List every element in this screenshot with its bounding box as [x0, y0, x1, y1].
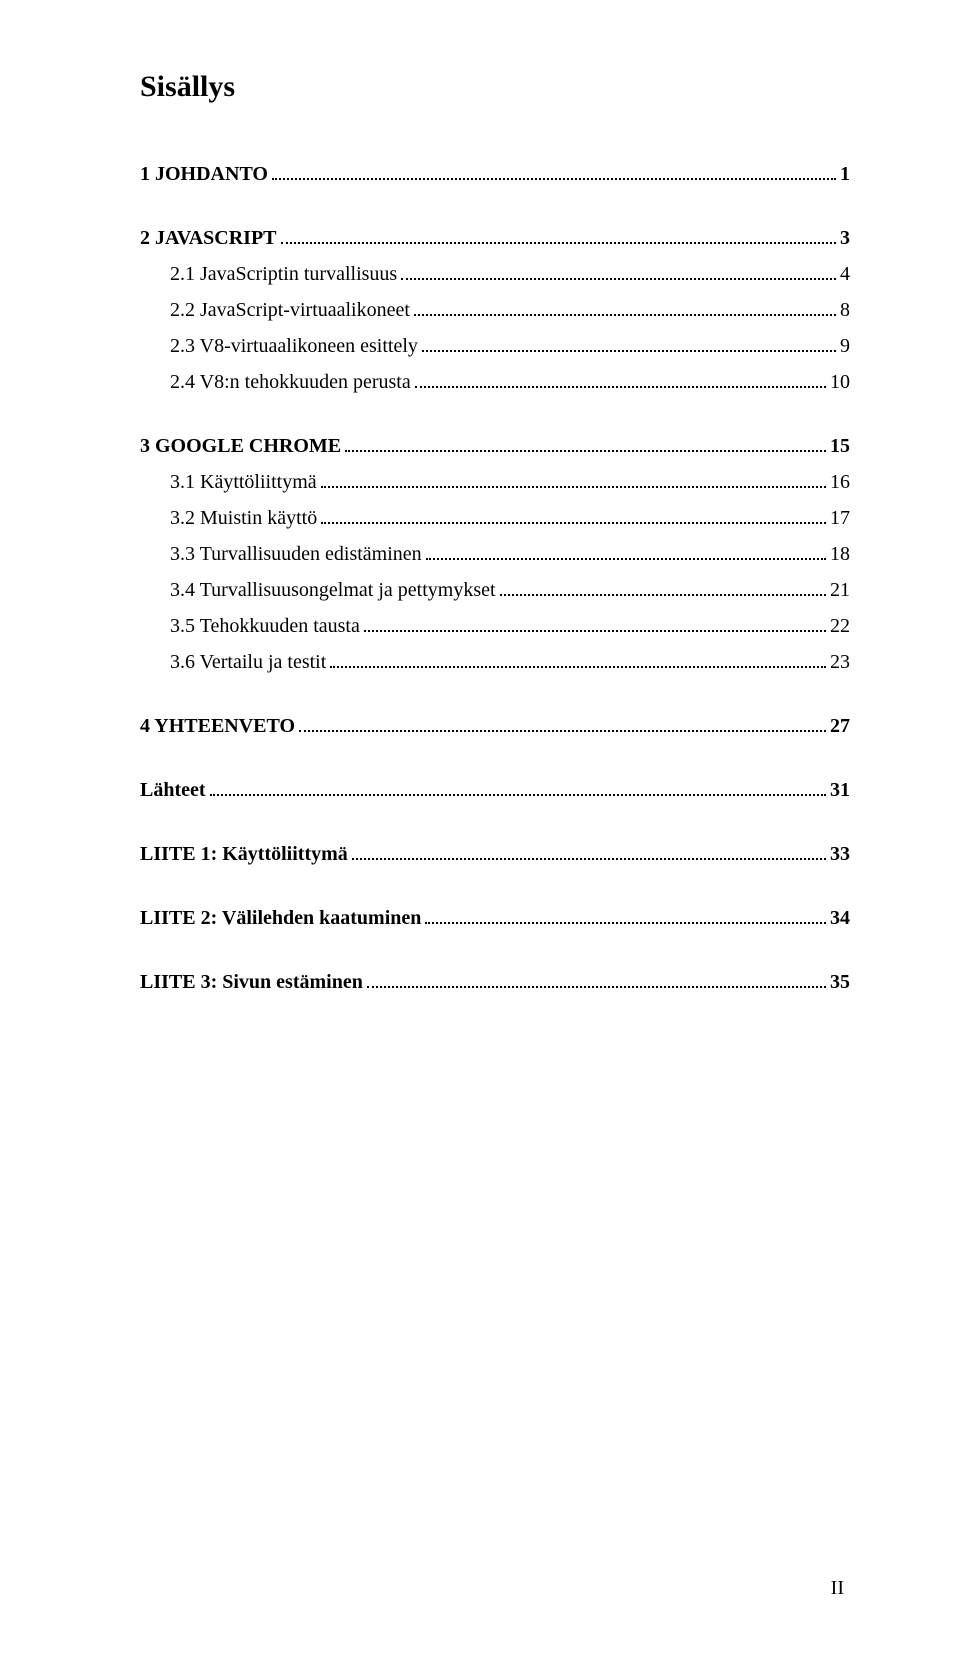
toc-entry-page: 4 [840, 263, 850, 286]
toc-entry-page: 34 [830, 907, 850, 930]
toc-leader-dots [500, 576, 826, 596]
toc-leader-dots [321, 468, 826, 488]
toc-entry-label: 2 JAVASCRIPT [140, 227, 277, 250]
toc-leader-dots [299, 712, 826, 732]
toc-entry-page: 18 [830, 543, 850, 566]
toc-entry-label: 3.1 Käyttöliittymä [170, 471, 317, 494]
toc-leader-dots [281, 224, 836, 244]
toc-entry: 3 GOOGLE CHROME 15 [140, 432, 850, 458]
toc-entry-page: 9 [840, 335, 850, 358]
toc-entry-label: 3.3 Turvallisuuden edistäminen [170, 543, 422, 566]
toc-entry-label: 2.1 JavaScriptin turvallisuus [170, 263, 397, 286]
toc-entry: 3.4 Turvallisuusongelmat ja pettymykset 2… [170, 576, 850, 602]
toc-entry: 3.2 Muistin käyttö 17 [170, 504, 850, 530]
toc-entry-page: 17 [830, 507, 850, 530]
toc-entry-label: 2.3 V8-virtuaalikoneen esittely [170, 335, 418, 358]
toc-entry-page: 1 [840, 163, 850, 186]
toc-leader-dots [425, 904, 826, 924]
toc-entry-label: 4 YHTEENVETO [140, 715, 295, 738]
toc-leader-dots [210, 776, 826, 796]
toc-entry-label: LIITE 2: Välilehden kaatuminen [140, 907, 421, 930]
toc-entry-label: 2.2 JavaScript-virtuaalikoneet [170, 299, 410, 322]
toc-entry-page: 21 [830, 579, 850, 602]
toc-entry: 2.4 V8:n tehokkuuden perusta 10 [170, 368, 850, 394]
toc-entry: 2.1 JavaScriptin turvallisuus 4 [170, 260, 850, 286]
toc-entry-label: 3 GOOGLE CHROME [140, 435, 341, 458]
toc-entry: 2 JAVASCRIPT 3 [140, 224, 850, 250]
toc-entry-page: 35 [830, 971, 850, 994]
toc-entry: 2.2 JavaScript-virtuaalikoneet 8 [170, 296, 850, 322]
toc-leader-dots [330, 648, 826, 668]
toc-entry-label: 3.6 Vertailu ja testit [170, 651, 326, 674]
toc-leader-dots [367, 968, 826, 988]
toc-leader-dots [321, 504, 826, 524]
toc-leader-dots [401, 260, 836, 280]
toc-entry-label: LIITE 1: Käyttöliittymä [140, 843, 348, 866]
toc-entry-label: 3.4 Turvallisuusongelmat ja pettymykset [170, 579, 496, 602]
toc-entry-label: LIITE 3: Sivun estäminen [140, 971, 363, 994]
toc-entry-page: 33 [830, 843, 850, 866]
toc-entry: LIITE 3: Sivun estäminen 35 [140, 968, 850, 994]
toc-entry-label: 3.5 Tehokkuuden tausta [170, 615, 360, 638]
toc-entry-page: 16 [830, 471, 850, 494]
toc-entry: Lähteet 31 [140, 776, 850, 802]
toc-leader-dots [414, 296, 836, 316]
toc-entry: 3.1 Käyttöliittymä 16 [170, 468, 850, 494]
toc-entry-label: 2.4 V8:n tehokkuuden perusta [170, 371, 411, 394]
document-page: Sisällys 1 JOHDANTO 1 2 JAVASCRIPT 3 2.1 Jav… [0, 0, 960, 1678]
toc-entry-label: Lähteet [140, 779, 206, 802]
toc-leader-dots [422, 332, 836, 352]
page-number-footer: II [831, 1577, 844, 1600]
toc-leader-dots [352, 840, 826, 860]
toc-entry-label: 1 JOHDANTO [140, 163, 268, 186]
toc-entry-page: 23 [830, 651, 850, 674]
toc-leader-dots [272, 160, 836, 180]
toc-entry: 3.6 Vertailu ja testit 23 [170, 648, 850, 674]
toc-entry-label: 3.2 Muistin käyttö [170, 507, 317, 530]
toc-entry-page: 8 [840, 299, 850, 322]
toc-entry-page: 3 [840, 227, 850, 250]
toc-entry: 3.5 Tehokkuuden tausta 22 [170, 612, 850, 638]
toc-entry: LIITE 1: Käyttöliittymä 33 [140, 840, 850, 866]
toc-entry-page: 22 [830, 615, 850, 638]
toc-entry-page: 10 [830, 371, 850, 394]
toc-entry: 2.3 V8-virtuaalikoneen esittely 9 [170, 332, 850, 358]
toc-entry: 4 YHTEENVETO 27 [140, 712, 850, 738]
toc-entry: 3.3 Turvallisuuden edistäminen 18 [170, 540, 850, 566]
toc-leader-dots [426, 540, 826, 560]
toc-entry: 1 JOHDANTO 1 [140, 160, 850, 186]
toc-leader-dots [415, 368, 826, 388]
table-of-contents: 1 JOHDANTO 1 2 JAVASCRIPT 3 2.1 JavaScriptin… [140, 160, 850, 994]
toc-leader-dots [364, 612, 826, 632]
toc-entry-page: 31 [830, 779, 850, 802]
page-title: Sisällys [140, 70, 850, 104]
toc-entry-page: 15 [830, 435, 850, 458]
toc-entry-page: 27 [830, 715, 850, 738]
toc-entry: LIITE 2: Välilehden kaatuminen 34 [140, 904, 850, 930]
toc-leader-dots [345, 432, 826, 452]
